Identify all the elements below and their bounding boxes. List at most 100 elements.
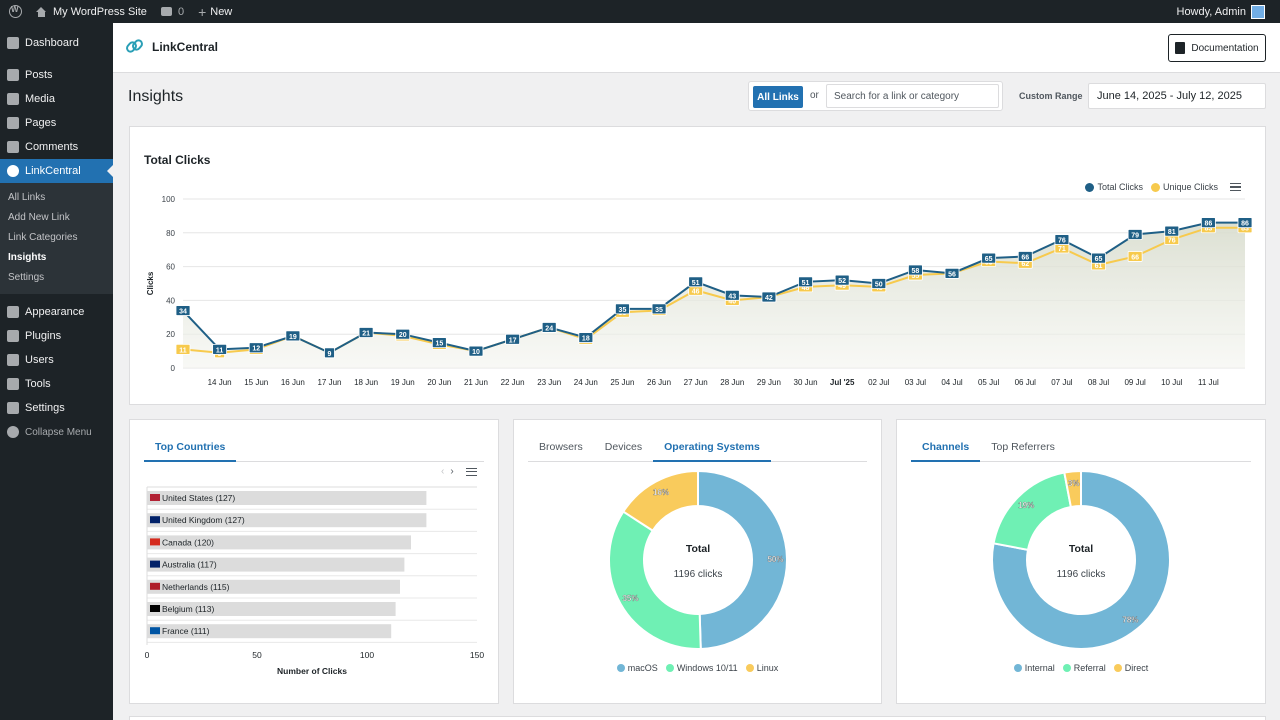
submenu-add-new-link[interactable]: Add New Link xyxy=(8,212,70,223)
collapse-menu-button[interactable]: Collapse Menu xyxy=(0,420,113,444)
country-label: Australia (117) xyxy=(162,560,217,570)
x-tick-label: 19 Jun xyxy=(391,378,415,387)
total-clicks-point xyxy=(505,333,520,345)
country-bar xyxy=(147,513,427,528)
wordpress-logo-button[interactable] xyxy=(0,0,29,23)
total-clicks-data-label: 34 xyxy=(179,309,187,316)
unique-clicks-data-label: 46 xyxy=(692,288,700,295)
sidebar-item-users[interactable]: Users xyxy=(0,348,113,372)
legend-linux[interactable]: Linux xyxy=(745,663,778,673)
referral-dot-icon xyxy=(1062,664,1071,672)
x-tick-label: 17 Jun xyxy=(317,378,341,387)
total-clicks-point xyxy=(431,337,447,349)
admin-sidebar: Dashboard Posts Media Pages Comments Lin… xyxy=(0,23,113,720)
legend-macos[interactable]: macOS xyxy=(616,663,658,673)
comments-link[interactable]: 0 xyxy=(154,0,191,23)
flag-icon xyxy=(150,494,160,501)
date-range-input[interactable]: June 14, 2025 - July 12, 2025 xyxy=(1088,83,1266,109)
legend-windows[interactable]: Windows 10/11 xyxy=(665,663,738,673)
total-clicks-data-label: 15 xyxy=(435,341,443,348)
legend-internal[interactable]: Internal xyxy=(1013,663,1055,673)
dashboard-icon xyxy=(7,37,19,49)
tab-channels[interactable]: Channels xyxy=(911,437,981,462)
x-tick-label: 25 Jun xyxy=(610,378,634,387)
total-clicks-point xyxy=(981,252,997,264)
brush-icon xyxy=(7,306,19,318)
next-page-icon[interactable]: › xyxy=(450,466,454,477)
total-clicks-point xyxy=(175,305,191,316)
submenu-link-categories[interactable]: Link Categories xyxy=(8,232,78,243)
internal-dot-icon xyxy=(1013,664,1022,672)
plus-icon: + xyxy=(198,3,207,20)
x-tick-label: 23 Jun xyxy=(537,378,561,387)
unique-clicks-data-label: 11 xyxy=(179,347,187,354)
linux-dot-icon xyxy=(745,664,754,672)
documentation-button[interactable]: Documentation xyxy=(1168,34,1266,62)
total-clicks-point xyxy=(541,322,557,333)
country-bar xyxy=(147,557,405,572)
sidebar-item-tools[interactable]: Tools xyxy=(0,372,113,396)
x-tick-label: 14 Jun xyxy=(208,378,232,387)
os-center-title: Total xyxy=(686,543,710,555)
tab-devices[interactable]: Devices xyxy=(604,441,643,453)
x-tick-label: 150 xyxy=(470,650,484,660)
submenu-insights[interactable]: Insights xyxy=(8,252,47,263)
total-clicks-point xyxy=(1127,229,1143,240)
channel-slice xyxy=(992,471,1073,552)
total-clicks-data-label: 18 xyxy=(582,336,590,343)
x-tick-label: 27 Jun xyxy=(684,378,708,387)
total-clicks-point xyxy=(834,274,850,286)
site-name-link[interactable]: My WordPress Site xyxy=(29,0,154,23)
sidebar-item-dashboard[interactable]: Dashboard xyxy=(0,31,113,55)
unique-clicks-data-label: 48 xyxy=(802,285,810,292)
total-clicks-point xyxy=(285,330,301,342)
x-tick-label: 11 Jul xyxy=(1198,378,1219,387)
sidebar-item-comments[interactable]: Comments xyxy=(0,135,113,159)
channel-slice xyxy=(1063,469,1082,509)
x-tick-label: 24 Jun xyxy=(574,378,598,387)
total-clicks-point xyxy=(651,303,667,315)
sidebar-item-linkcentral[interactable]: LinkCentral xyxy=(0,159,113,183)
x-tick-label: 07 Jul xyxy=(1051,378,1073,387)
all-links-button[interactable]: All Links xyxy=(753,86,803,108)
tab-operating-systems[interactable]: Operating Systems xyxy=(653,437,771,462)
total-clicks-data-label: 12 xyxy=(252,346,260,353)
tab-browsers[interactable]: Browsers xyxy=(539,441,583,453)
x-tick-label: 03 Jul xyxy=(905,378,927,387)
total-clicks-data-label: 86 xyxy=(1204,221,1212,228)
submenu-settings[interactable]: Settings xyxy=(8,272,45,283)
total-clicks-data-label: 19 xyxy=(289,334,297,341)
country-label: Canada (120) xyxy=(162,537,214,547)
sidebar-item-plugins[interactable]: Plugins xyxy=(0,324,113,348)
sidebar-item-media[interactable]: Media xyxy=(0,87,113,111)
country-label: Belgium (113) xyxy=(162,604,214,614)
new-content-link[interactable]: + New xyxy=(198,3,233,20)
sidebar-item-pages[interactable]: Pages xyxy=(0,111,113,135)
countries-pager: ‹ › xyxy=(435,466,477,477)
legend-referral[interactable]: Referral xyxy=(1062,663,1106,673)
country-bar xyxy=(147,602,396,616)
bar-chart-menu-icon[interactable] xyxy=(465,467,477,476)
account-menu[interactable]: Howdy, Admin xyxy=(1170,0,1273,23)
plugin-logo: LinkCentral xyxy=(124,37,218,55)
total-clicks-data-label: 21 xyxy=(362,331,370,338)
unique-dot-icon xyxy=(1150,182,1160,192)
legend-total-clicks[interactable]: Total Clicks xyxy=(1085,182,1143,192)
unique-clicks-data-label: 55 xyxy=(912,273,920,280)
tab-top-countries[interactable]: Top Countries xyxy=(144,437,237,462)
tab-top-referrers[interactable]: Top Referrers xyxy=(991,441,1055,453)
total-clicks-data-label: 51 xyxy=(802,280,810,287)
submenu-all-links[interactable]: All Links xyxy=(8,192,46,203)
sidebar-item-settings[interactable]: Settings xyxy=(0,396,113,420)
chart-menu-icon[interactable] xyxy=(1230,183,1241,191)
chart-legend: Total Clicks Unique Clicks xyxy=(1085,182,1241,192)
country-bar xyxy=(147,491,427,505)
sidebar-item-appearance[interactable]: Appearance xyxy=(0,300,113,324)
search-input[interactable] xyxy=(826,84,999,108)
sidebar-item-posts[interactable]: Posts xyxy=(0,63,113,87)
legend-unique-clicks[interactable]: Unique Clicks xyxy=(1150,182,1218,192)
total-clicks-data-label: 51 xyxy=(692,280,700,287)
legend-direct[interactable]: Direct xyxy=(1113,663,1148,673)
admin-bar: My WordPress Site 0 +New Howdy, Admin xyxy=(0,0,1280,23)
prev-page-icon[interactable]: ‹ xyxy=(441,466,445,477)
